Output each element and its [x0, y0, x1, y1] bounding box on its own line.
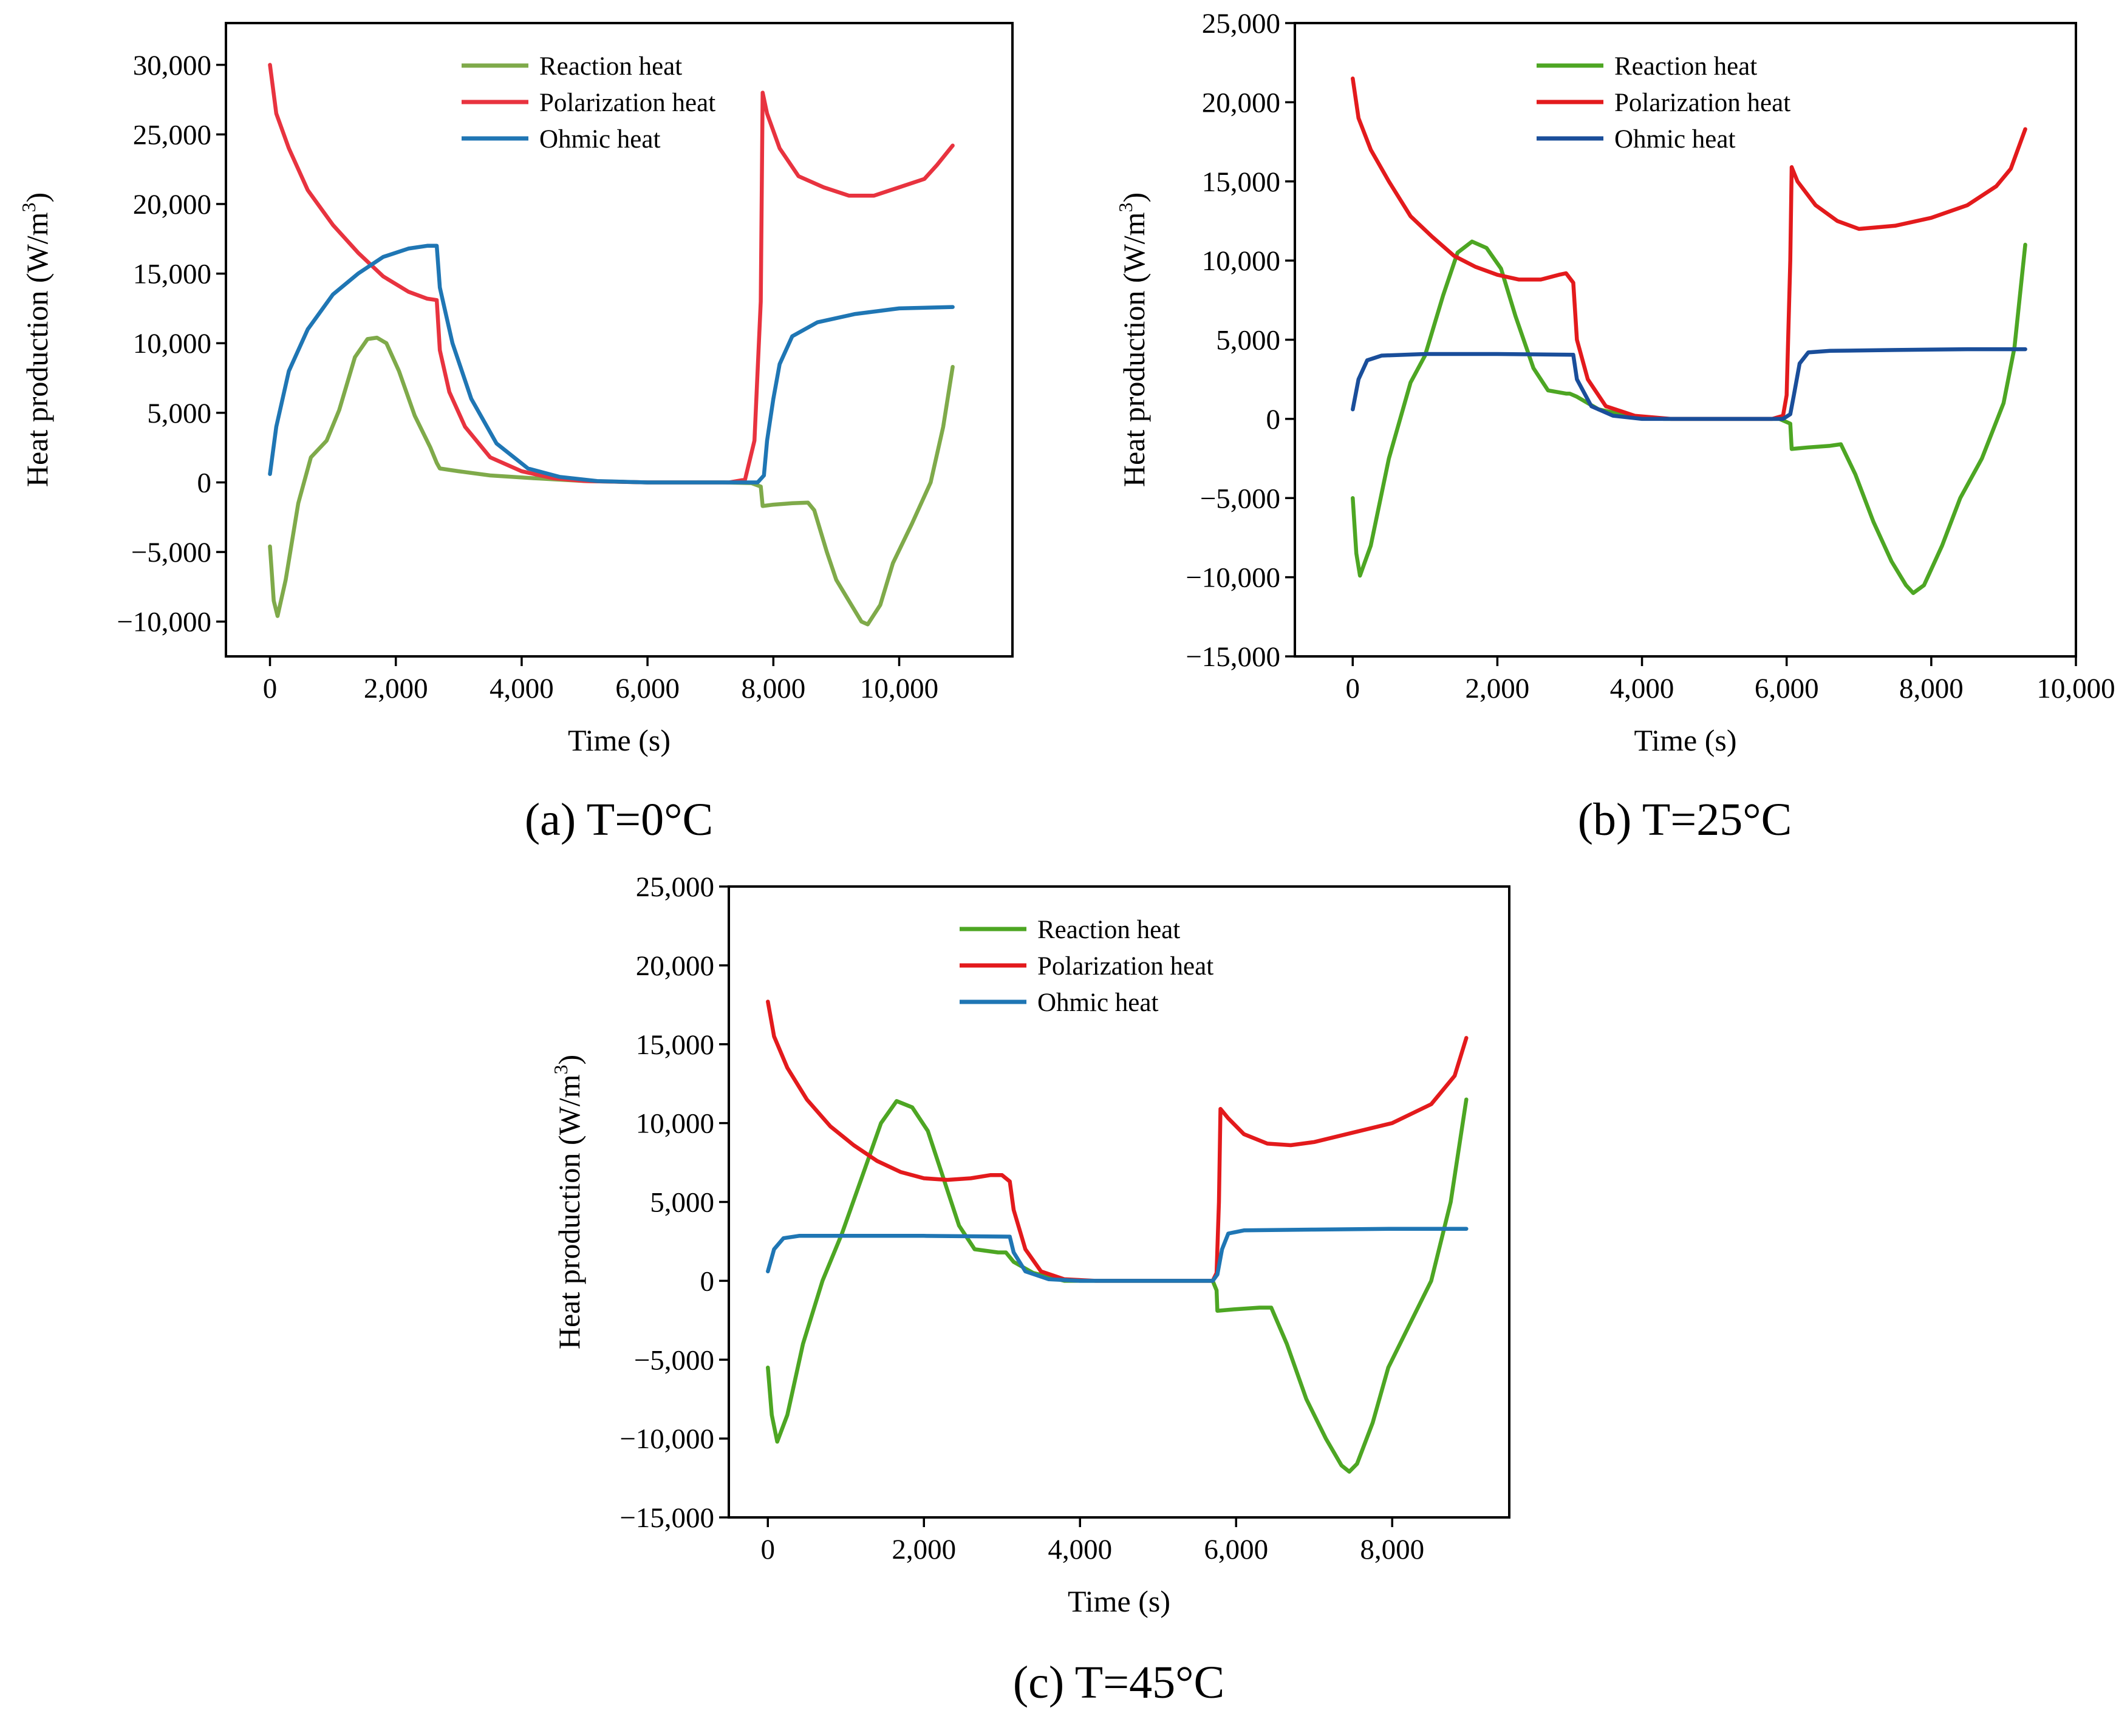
x-tick-label: 0 [263, 673, 278, 704]
panel-caption: (c) T=45°C [1013, 1657, 1224, 1708]
y-axis-label-main: Heat production (W/m [20, 212, 54, 487]
y-tick-label: 10,000 [1202, 245, 1280, 277]
x-tick-label: 0 [761, 1534, 776, 1565]
series-line-ohmic-heat [1351, 347, 2027, 421]
x-tick-label: 4,000 [1610, 673, 1674, 704]
y-axis-label-main: Heat production (W/m [552, 1074, 586, 1349]
x-tick-label: 4,000 [1048, 1534, 1112, 1565]
y-tick-label: −15,000 [619, 1502, 714, 1534]
legend-label: Polarization heat [1037, 952, 1213, 981]
x-tick-label: 2,000 [364, 673, 428, 704]
y-tick-label: 15,000 [1202, 166, 1280, 198]
y-tick-label: 25,000 [1202, 8, 1280, 39]
y-tick-label: 0 [1266, 404, 1281, 435]
legend-label: Polarization heat [1614, 89, 1790, 117]
x-axis-label: Time (s) [1068, 1584, 1170, 1618]
y-tick-label: 20,000 [1202, 87, 1280, 118]
plot-frame [728, 885, 1510, 1519]
panel-b: 0 2,000 4,000 6,000 8,000 10,000 −15,000 −10,00… [1114, 8, 2115, 845]
plot-frame [1294, 22, 2077, 658]
y-axis-label-close: ) [1117, 192, 1151, 203]
y-axis-label-close: ) [552, 1055, 586, 1065]
x-axis-label: Time (s) [1634, 723, 1736, 757]
series-line-ohmic-heat [766, 1227, 1469, 1283]
y-tick-label: −10,000 [117, 607, 211, 638]
panel-caption: (b) T=25°C [1578, 794, 1792, 845]
legend-label: Reaction heat [1037, 916, 1180, 944]
x-tick-label: 6,000 [1204, 1534, 1268, 1565]
y-tick-label: −5,000 [131, 537, 211, 568]
y-tick-label: 10,000 [636, 1108, 714, 1140]
y-axis-label: Heat production (W/m3) [18, 192, 54, 487]
x-tick-label: 4,000 [490, 673, 554, 704]
legend-label: Polarization heat [539, 89, 715, 117]
legend-label: Reaction heat [539, 52, 682, 81]
y-tick-label: −10,000 [619, 1423, 714, 1455]
series-line-reaction-heat [766, 1097, 1469, 1474]
x-axis-label: Time (s) [568, 723, 671, 757]
x-tick-label: 0 [1346, 673, 1360, 704]
y-tick-label: −5,000 [634, 1344, 714, 1376]
y-tick-label: 0 [197, 467, 212, 499]
x-tick-label: 2,000 [892, 1534, 956, 1565]
legend-label: Ohmic heat [1614, 125, 1735, 154]
y-axis-label: Heat production (W/m3) [550, 1055, 586, 1349]
y-tick-label: 25,000 [636, 871, 714, 903]
y-axis-label-close: ) [20, 192, 54, 203]
y-tick-label: 10,000 [133, 328, 211, 359]
x-tick-label: 8,000 [741, 673, 805, 704]
y-tick-label: 25,000 [133, 119, 211, 151]
y-tick-label: 15,000 [636, 1029, 714, 1061]
x-tick-label: 6,000 [615, 673, 680, 704]
y-axis-label-main: Heat production (W/m [1117, 212, 1151, 487]
x-tick-label: 6,000 [1755, 673, 1819, 704]
y-tick-label: 20,000 [636, 950, 714, 982]
y-axis-label-superscript: 3 [550, 1065, 572, 1075]
y-tick-label: 15,000 [133, 259, 211, 290]
x-tick-label: 10,000 [860, 673, 938, 704]
series-line-polarization-heat [766, 999, 1469, 1283]
y-tick-label: 5,000 [147, 398, 211, 429]
y-tick-label: 20,000 [133, 189, 211, 220]
panel-a: 0 2,000 4,000 6,000 8,000 10,000 −10,000 −5,000… [18, 22, 1014, 845]
y-axis-label-superscript: 3 [1114, 203, 1136, 213]
y-tick-label: −5,000 [1200, 483, 1280, 514]
x-tick-label: 10,000 [2036, 673, 2115, 704]
y-tick-label: 0 [700, 1265, 715, 1297]
y-axis-label-superscript: 3 [18, 203, 39, 213]
panel-c: 0 2,000 4,000 6,000 8,000 −15,000 −10,000 −5,00… [550, 871, 1510, 1708]
x-tick-label: 8,000 [1899, 673, 1964, 704]
y-tick-label: 5,000 [650, 1187, 714, 1219]
legend-label: Ohmic heat [539, 125, 660, 154]
plot-frame [225, 22, 1014, 658]
y-axis-label: Heat production (W/m3) [1114, 192, 1151, 487]
y-tick-label: −15,000 [1186, 641, 1280, 673]
legend-label: Reaction heat [1614, 52, 1757, 81]
y-tick-label: 5,000 [1216, 325, 1280, 356]
legend-label: Ohmic heat [1037, 989, 1158, 1017]
y-tick-label: −10,000 [1186, 562, 1280, 594]
x-tick-label: 2,000 [1466, 673, 1530, 704]
x-tick-label: 8,000 [1360, 1534, 1424, 1565]
y-tick-label: 30,000 [133, 50, 211, 81]
series-line-ohmic-heat [268, 243, 955, 485]
panel-caption: (a) T=0°C [525, 794, 713, 845]
series-line-polarization-heat [1351, 77, 2027, 421]
